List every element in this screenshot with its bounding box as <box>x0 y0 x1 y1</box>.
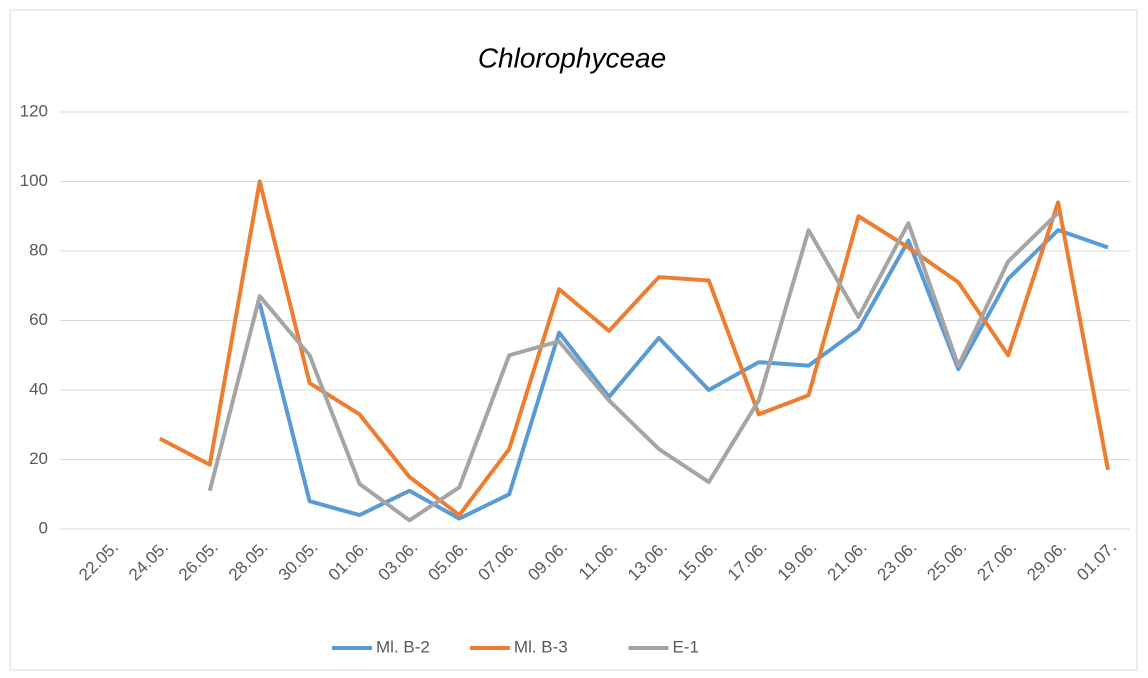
series-line <box>158 179 1110 518</box>
y-tick-label: 60 <box>29 310 48 329</box>
chart-title: Chlorophyceae <box>478 42 666 73</box>
legend-label: Ml. B-3 <box>514 637 568 656</box>
y-tick-label: 0 <box>39 518 48 537</box>
legend-label: E-1 <box>673 637 699 656</box>
y-tick-label: 120 <box>20 101 48 120</box>
y-tick-label: 100 <box>20 171 48 190</box>
y-tick-label: 40 <box>29 379 48 398</box>
y-tick-label: 80 <box>29 240 48 259</box>
legend-label: Ml. B-2 <box>376 637 430 656</box>
series-line <box>207 211 1060 523</box>
y-tick-label: 20 <box>29 449 48 468</box>
series-line <box>257 228 1109 521</box>
